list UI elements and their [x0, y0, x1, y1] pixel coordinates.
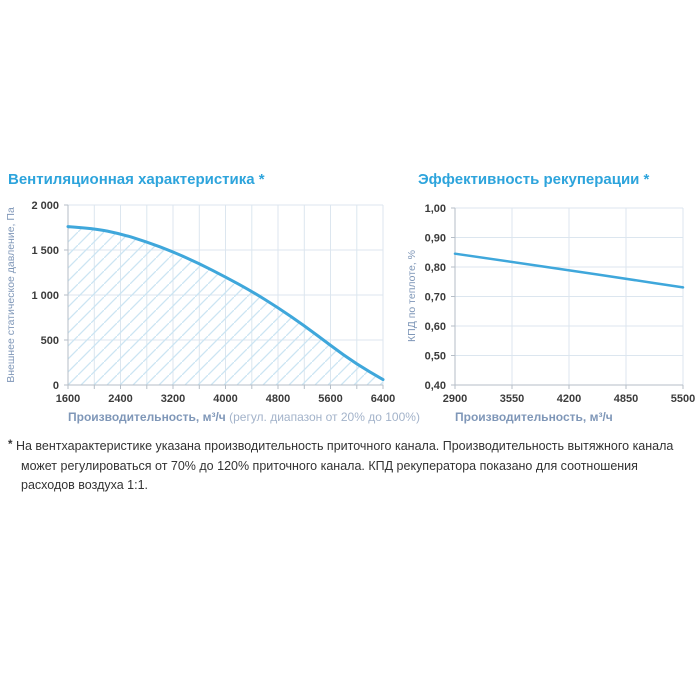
svg-text:0,40: 0,40	[425, 380, 446, 392]
svg-text:0,80: 0,80	[425, 262, 446, 274]
ventilation-chart-title: Вентиляционная характеристика *	[8, 171, 265, 188]
svg-text:0,60: 0,60	[425, 321, 446, 333]
svg-text:1600: 1600	[56, 393, 80, 405]
svg-text:0,50: 0,50	[425, 351, 446, 363]
recovery-x-axis-label: Производительность, м³/ч	[455, 410, 613, 424]
svg-text:0: 0	[53, 380, 59, 392]
footnote-asterisk: *	[8, 439, 13, 451]
ventilation-y-axis-label: Внешнее статическое давление, Па	[5, 207, 17, 383]
ventilation-chart: Внешнее статическое давление, Па 1600 240…	[5, 200, 395, 405]
svg-text:2900: 2900	[443, 393, 467, 405]
svg-text:1 500: 1 500	[31, 245, 59, 257]
svg-text:3550: 3550	[500, 393, 524, 405]
svg-text:4850: 4850	[614, 393, 638, 405]
recovery-y-axis-label: КПД по теплоте, %	[406, 250, 418, 342]
svg-text:1 000: 1 000	[31, 290, 59, 302]
ventilation-x-axis-label-main: Производительность, м³/ч	[68, 410, 226, 424]
svg-text:5600: 5600	[318, 393, 342, 405]
svg-text:1,00: 1,00	[425, 203, 446, 215]
svg-text:0,70: 0,70	[425, 292, 446, 304]
svg-text:5500: 5500	[671, 393, 695, 405]
svg-text:6400: 6400	[371, 393, 395, 405]
svg-text:2 000: 2 000	[31, 200, 59, 212]
svg-text:0,90: 0,90	[425, 233, 446, 245]
recovery-x-axis-label-main: Производительность, м³/ч	[455, 410, 613, 424]
svg-text:2400: 2400	[108, 393, 132, 405]
svg-text:4200: 4200	[557, 393, 581, 405]
recovery-chart-title: Эффективность рекуперации *	[418, 171, 650, 188]
footnote-text: На вентхарактеристике указана производит…	[15, 439, 674, 492]
footnote: * На вентхарактеристике указана производ…	[8, 437, 679, 495]
ventilation-x-axis-label: Производительность, м³/ч (регул. диапазо…	[68, 410, 420, 424]
ventilation-x-axis-label-note: (регул. диапазон от 20% до 100%)	[225, 410, 420, 424]
svg-text:4000: 4000	[213, 393, 237, 405]
svg-text:500: 500	[41, 335, 59, 347]
recovery-chart: КПД по теплоте, % 2900 3550 4200 4850 5500 0,…	[406, 203, 695, 405]
svg-text:4800: 4800	[266, 393, 290, 405]
svg-text:3200: 3200	[161, 393, 185, 405]
